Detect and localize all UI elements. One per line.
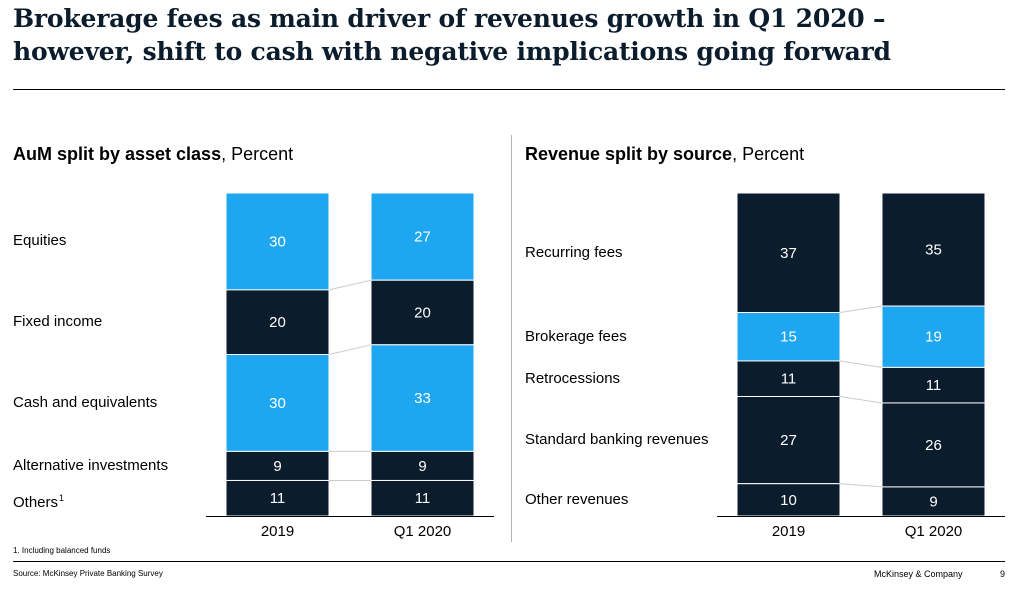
bar-value-label-1-1-2: 11 [926, 377, 942, 394]
bottom-rule [13, 561, 1005, 562]
bar-segment-1-1-1 [881, 305, 986, 368]
panel-divider [511, 135, 512, 542]
category-label-1-4: Other revenues [525, 490, 629, 508]
bar-segment-0-1-3 [370, 450, 475, 481]
page-title: Brokerage fees as main driver of revenue… [13, 2, 1013, 68]
bar-value-label-0-1-3: 9 [418, 458, 426, 475]
connector-line-1-2 [839, 395, 883, 404]
right-panel-title: Revenue split by source, Percent [525, 144, 805, 164]
left-panel-title-bold: AuM split by asset class [13, 144, 222, 164]
x-tick-label-0-1: Q1 2020 [394, 523, 452, 540]
bar-value-label-0-1-0: 27 [414, 229, 431, 246]
bar-value-label-1-0-3: 27 [780, 432, 797, 449]
title-line-2: however, shift to cash with negative imp… [13, 37, 891, 66]
bar-value-label-1-1-4: 9 [929, 493, 937, 510]
bar-value-label-0-0-0: 30 [269, 233, 286, 250]
bar-segment-1-0-1 [736, 312, 841, 362]
bar-value-label-0-0-4: 11 [270, 490, 286, 507]
title-rule [13, 89, 1005, 90]
connector-line-0-0 [328, 279, 372, 291]
left-panel-title: AuM split by asset class, Percent [13, 144, 294, 164]
brand-name: McKinsey & Company [874, 569, 963, 579]
bar-segment-1-1-3 [881, 402, 986, 488]
category-label-0-3: Alternative investments [13, 456, 169, 474]
bar-segment-0-0-3 [225, 450, 330, 481]
bar-segment-0-0-2 [225, 354, 330, 452]
category-label-1-2: Retrocessions [525, 369, 621, 387]
category-label-0-1: Fixed income [13, 313, 103, 331]
bar-value-label-0-0-2: 30 [269, 395, 286, 412]
bar-value-label-1-0-2: 11 [781, 371, 797, 388]
bar-segment-0-1-2 [370, 344, 475, 452]
bar-segment-1-0-3 [736, 395, 841, 485]
bar-value-label-1-1-1: 19 [925, 329, 942, 346]
category-label-0-2: Cash and equivalents [13, 393, 158, 411]
bar-value-label-1-0-0: 37 [780, 245, 797, 262]
bar-segment-0-0-0 [225, 192, 330, 291]
bar-segment-1-1-4 [881, 486, 986, 517]
left-panel-title-unit: Percent [231, 144, 294, 164]
x-tick-label-0-0: 2019 [261, 523, 294, 540]
bar-value-label-0-0-1: 20 [269, 314, 286, 331]
bar-segment-0-1-4 [370, 479, 475, 517]
category-label-1-3: Standard banking revenues [525, 431, 709, 449]
bar-segment-0-1-0 [370, 192, 475, 281]
connector-line-0-1 [328, 344, 372, 355]
category-label-0-4: Others1 [13, 493, 65, 512]
connector-line-1-0 [839, 305, 883, 314]
category-label-1-1: Brokerage fees [525, 327, 627, 345]
bar-segment-0-0-4 [225, 479, 330, 517]
source-note: Source: McKinsey Private Banking Survey [13, 569, 163, 578]
bar-value-label-0-1-1: 20 [414, 305, 431, 322]
connector-line-1-1 [839, 360, 883, 368]
bar-segment-1-0-4 [736, 483, 841, 517]
bar-segment-1-0-2 [736, 360, 841, 397]
category-label-1-0: Recurring fees [525, 243, 623, 261]
bar-value-label-0-1-4: 11 [415, 490, 431, 507]
bar-segment-0-1-1 [370, 279, 475, 346]
right-panel-title-bold: Revenue split by source [525, 144, 733, 164]
x-tick-label-1-0: 2019 [772, 523, 805, 540]
right-panel-title-unit: Percent [742, 144, 805, 164]
bar-value-label-1-1-0: 35 [925, 242, 942, 259]
bar-value-label-1-0-4: 10 [780, 492, 797, 509]
category-label-0-0: Equities [13, 232, 67, 250]
bar-value-label-1-0-1: 15 [780, 329, 797, 346]
connector-line-1-3 [839, 483, 883, 488]
bar-segment-1-0-0 [736, 192, 841, 314]
bar-value-label-1-1-3: 26 [925, 437, 942, 454]
bar-segment-0-0-1 [225, 289, 330, 355]
x-tick-label-1-1: Q1 2020 [905, 523, 963, 540]
page-number: 9 [1000, 569, 1006, 579]
bar-value-label-0-1-2: 33 [414, 390, 431, 407]
bar-value-label-0-0-3: 9 [273, 458, 281, 475]
title-line-1: Brokerage fees as main driver of revenue… [13, 4, 886, 33]
footnote: 1. Including balanced funds [13, 546, 111, 555]
